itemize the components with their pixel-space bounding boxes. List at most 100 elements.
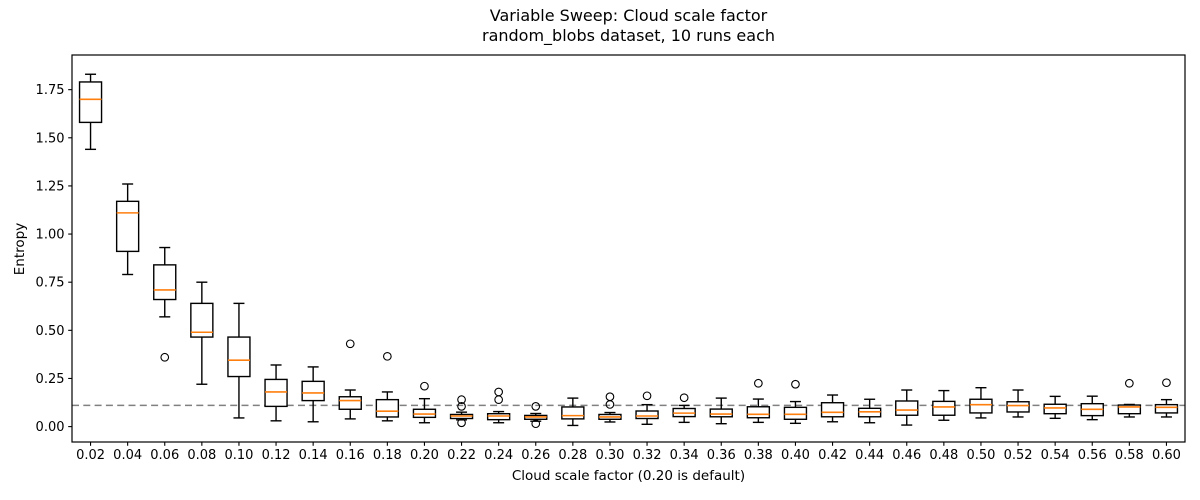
outlier-point — [457, 395, 466, 404]
outlier-point — [494, 395, 504, 404]
x-tick-label: 0.28 — [558, 448, 587, 463]
box-group-0.16 — [338, 339, 362, 420]
iqr-box — [820, 402, 845, 418]
iqr-box — [635, 410, 659, 420]
iqr-box — [1154, 403, 1179, 414]
x-tick-label: 0.40 — [781, 448, 810, 463]
box-group-0.34 — [672, 393, 696, 424]
iqr-box — [153, 264, 177, 301]
iqr-box — [895, 400, 919, 416]
box-group-0.46 — [895, 389, 919, 426]
outlier-point — [531, 419, 541, 429]
outlier-point — [753, 378, 763, 388]
outlier-point — [160, 352, 170, 362]
outlier-point — [494, 387, 504, 397]
x-tick-label: 0.32 — [633, 448, 662, 463]
box-group-0.38 — [746, 378, 771, 424]
chart-title-line1: Variable Sweep: Cloud scale factor — [489, 6, 768, 25]
y-tick-label: 1.25 — [36, 179, 65, 194]
x-tick-label: 0.20 — [410, 448, 439, 463]
iqr-box — [375, 398, 400, 418]
x-tick-label: 0.46 — [892, 448, 921, 463]
iqr-box — [969, 398, 993, 414]
iqr-box — [190, 302, 214, 338]
x-tick-label: 0.60 — [1152, 448, 1181, 463]
outlier-point — [1124, 378, 1134, 388]
box-group-0.14 — [301, 366, 325, 423]
box-group-0.02 — [78, 73, 103, 151]
x-tick-label: 0.04 — [113, 448, 142, 463]
box-group-0.22 — [449, 395, 474, 428]
iqr-box — [783, 406, 808, 420]
box-group-0.60 — [1154, 378, 1179, 418]
box-group-0.30 — [598, 392, 622, 423]
iqr-box — [932, 400, 956, 416]
y-tick-label: 0.50 — [36, 324, 65, 339]
x-tick-label: 0.52 — [1004, 448, 1033, 463]
box-group-0.42 — [820, 394, 845, 423]
iqr-box — [301, 380, 325, 402]
x-tick-label: 0.48 — [929, 448, 958, 463]
x-tick-label: 0.34 — [670, 448, 699, 463]
outlier-point — [383, 351, 392, 361]
outlier-point — [791, 379, 800, 389]
x-tick-label: 0.24 — [484, 448, 513, 463]
box-group-0.10 — [227, 302, 251, 419]
box-group-0.36 — [709, 397, 733, 425]
box-group-0.50 — [969, 387, 993, 419]
x-tick-label: 0.42 — [818, 448, 847, 463]
x-tick-label: 0.44 — [855, 448, 884, 463]
x-tick-label: 0.58 — [1115, 448, 1144, 463]
iqr-box — [115, 200, 140, 253]
iqr-box — [338, 396, 362, 410]
box-group-0.12 — [264, 364, 288, 422]
box-group-0.06 — [153, 246, 177, 362]
outlier-point — [345, 339, 355, 349]
chart-title: Variable Sweep: Cloud scale factor rando… — [72, 6, 1185, 46]
box-group-0.24 — [486, 387, 511, 424]
outlier-point — [605, 400, 615, 409]
x-tick-label: 0.16 — [336, 448, 365, 463]
x-tick-label: 0.22 — [447, 448, 476, 463]
y-tick-label: 1.75 — [36, 83, 65, 98]
outlier-point — [642, 391, 652, 401]
box-group-0.18 — [375, 351, 400, 422]
x-tick-label: 0.36 — [707, 448, 736, 463]
x-tick-label: 0.10 — [224, 448, 253, 463]
x-tick-label: 0.38 — [744, 448, 773, 463]
axis-frame — [71, 54, 1186, 443]
outlier-point — [1162, 378, 1171, 388]
iqr-box — [227, 336, 251, 378]
x-tick-label: 0.12 — [262, 448, 291, 463]
outlier-point — [420, 381, 429, 391]
x-tick-label: 0.14 — [299, 448, 328, 463]
box-group-0.52 — [1006, 389, 1030, 418]
box-group-0.40 — [783, 379, 808, 425]
iqr-box — [709, 408, 733, 418]
box-group-0.20 — [412, 381, 437, 424]
outlier-point — [457, 402, 466, 411]
x-tick-label: 0.06 — [150, 448, 179, 463]
chart-title-line2: random_blobs dataset, 10 runs each — [482, 26, 775, 45]
box-group-0.48 — [932, 389, 956, 421]
box-group-0.26 — [524, 402, 548, 429]
outlier-point — [457, 418, 466, 428]
y-tick-label: 0.00 — [36, 420, 65, 435]
box-group-0.44 — [857, 398, 882, 424]
iqr-box — [561, 406, 585, 420]
outlier-point — [531, 402, 541, 411]
iqr-box — [746, 406, 771, 419]
box-group-0.54 — [1043, 395, 1067, 420]
y-tick-label: 1.50 — [36, 131, 65, 146]
x-tick-label: 0.02 — [76, 448, 105, 463]
x-tick-label: 0.18 — [373, 448, 402, 463]
x-tick-label: 0.54 — [1041, 448, 1070, 463]
iqr-box — [1117, 404, 1142, 415]
box-group-0.56 — [1080, 395, 1104, 421]
x-tick-label: 0.30 — [595, 448, 624, 463]
box-group-0.08 — [190, 281, 214, 385]
x-axis-label: Cloud scale factor (0.20 is default) — [511, 468, 746, 484]
x-tick-label: 0.56 — [1078, 448, 1107, 463]
